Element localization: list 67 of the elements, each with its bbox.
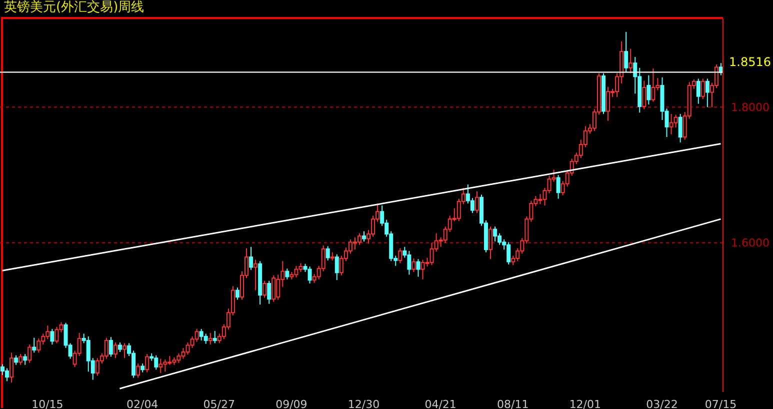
candlestick [262, 280, 267, 298]
x-tick-label: 02/04 [126, 398, 158, 409]
candlestick [334, 254, 339, 281]
candlestick [470, 198, 474, 214]
candlestick [696, 78, 700, 104]
candlestick [700, 78, 705, 100]
candlestick [326, 246, 330, 261]
x-tick-label: 05/27 [203, 398, 236, 409]
x-tick-label: 04/21 [424, 398, 456, 409]
candlestick [488, 226, 493, 260]
candlestick [412, 258, 416, 272]
candlestick [118, 342, 122, 352]
candlestick [158, 358, 163, 374]
candlestick [362, 230, 366, 242]
candlestick [308, 266, 312, 284]
ref-line-label: 1.8516 [729, 55, 771, 70]
candlestick [398, 248, 402, 264]
x-tick-label: 12/01 [569, 398, 602, 409]
candlestick [272, 274, 276, 302]
candlestick [642, 80, 646, 110]
candlestick [628, 48, 633, 74]
x-tick-label: 10/15 [32, 398, 64, 409]
candlestick [678, 113, 682, 143]
candlestick [23, 354, 28, 366]
candlestick [474, 190, 479, 214]
candlestick [674, 114, 678, 128]
candlestick [113, 342, 118, 359]
candlestick [606, 86, 610, 122]
candlestick [36, 338, 41, 354]
candlestick [194, 328, 199, 342]
candlestick [651, 68, 656, 102]
candlestick [208, 332, 212, 346]
candlestick [254, 259, 258, 291]
candlestick [249, 246, 254, 270]
candlestick [212, 330, 217, 344]
x-tick-label: 12/30 [348, 398, 380, 409]
candlestick [204, 333, 208, 344]
candlestick [54, 326, 59, 344]
x-tick-label: 09/09 [276, 398, 308, 409]
candlestick [285, 268, 290, 280]
candlestick [235, 287, 240, 300]
candlestick [28, 344, 32, 364]
candlestick [705, 78, 710, 108]
candlestick [624, 31, 628, 72]
candlestick [50, 328, 54, 346]
candlestick [646, 74, 651, 105]
candlestick [108, 336, 113, 358]
candlestick [416, 258, 420, 278]
y-tick-label: 1.8000 [731, 101, 770, 114]
candlestick [14, 354, 18, 366]
candlestick [122, 342, 127, 359]
chart-title: 英镑美元(外汇交易)周线 [4, 0, 144, 16]
candlestick [18, 354, 23, 366]
candlestick [145, 354, 150, 373]
candlestick [104, 337, 108, 360]
candlestick [32, 337, 36, 354]
candlestick [357, 232, 362, 246]
candlestick [493, 226, 498, 242]
y-tick-label: 1.6000 [731, 236, 770, 250]
candlestick [267, 280, 272, 304]
candlestick [136, 363, 140, 378]
candlestick [10, 352, 14, 384]
candlestick [714, 64, 718, 89]
x-tick-label: 03/22 [646, 398, 678, 409]
x-tick-label: 08/11 [497, 398, 529, 409]
x-tick-label: 07/15 [704, 398, 737, 409]
candlestick [556, 174, 560, 200]
